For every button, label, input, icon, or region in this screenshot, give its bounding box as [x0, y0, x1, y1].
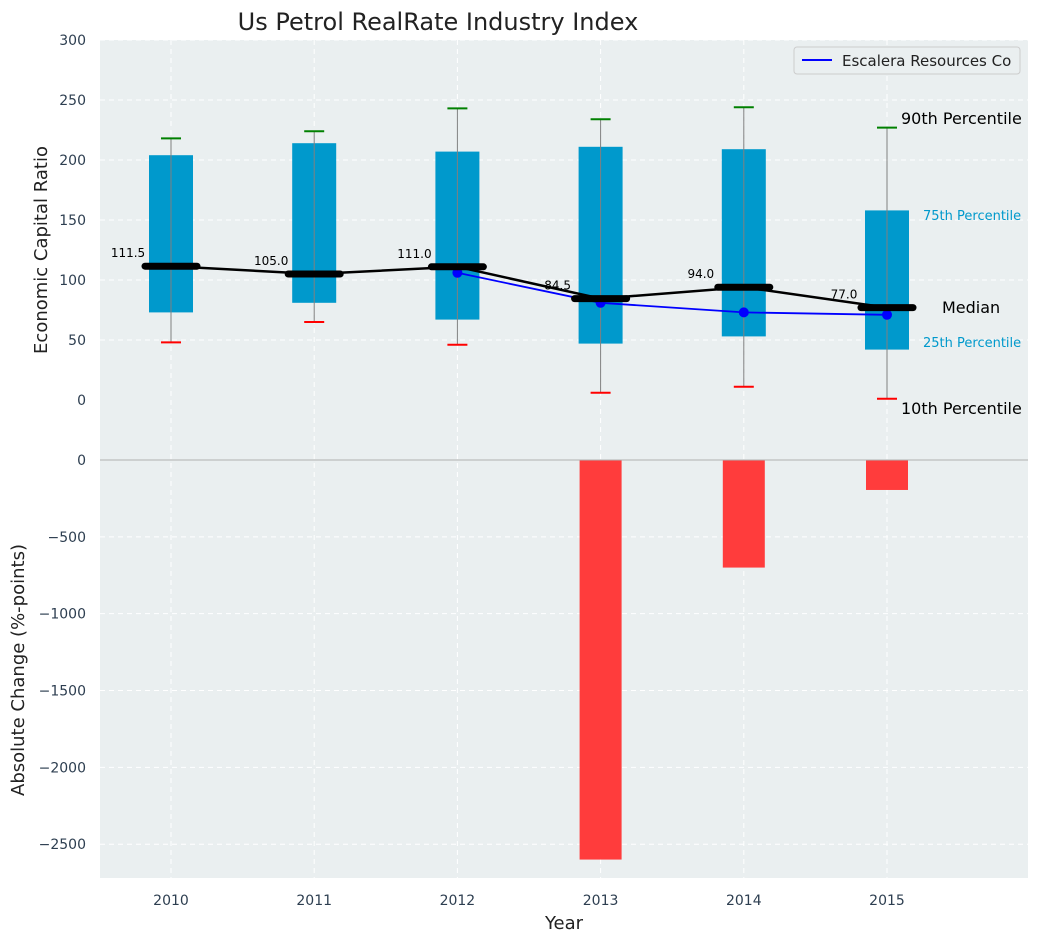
- x-tick-label: 2014: [726, 893, 762, 909]
- company-point: [882, 309, 892, 320]
- legend-box: [793, 46, 1021, 75]
- bottom-y-tick-label: −1000: [39, 607, 86, 623]
- legend: Escalera Resources Co: [793, 46, 1021, 75]
- bottom-y-tick-label: −2500: [39, 837, 86, 853]
- top-y-tick-label: 0: [77, 393, 86, 409]
- top-y-tick-label: 100: [59, 273, 86, 289]
- bottom-plot-area: [100, 460, 1028, 878]
- x-tick-label: 2011: [296, 893, 332, 909]
- top-y-tick-label: 250: [59, 93, 86, 109]
- legend-label: Escalera Resources Co: [842, 52, 1011, 70]
- change-bar: [722, 460, 765, 568]
- x-tick-label: 2010: [153, 893, 189, 909]
- change-bar: [579, 460, 622, 860]
- bottom-y-tick-label: −2000: [39, 760, 86, 776]
- series-lines: [141, 262, 917, 320]
- data-labels: 111.5 105.0 111.0 84.5 94.0 77.0: [111, 246, 858, 301]
- annotation-75th: 75th Percentile: [923, 209, 1021, 224]
- top-y-axis-label: Economic Capital Ratio: [31, 146, 52, 354]
- chart-title: Us Petrol RealRate Industry Index: [238, 8, 639, 36]
- annotation-10th: 10th Percentile: [901, 399, 1022, 418]
- annotation-median: Median: [942, 298, 1000, 317]
- x-tick-label: 2015: [869, 893, 905, 909]
- annotation-90th: 90th Percentile: [901, 109, 1022, 128]
- change-bars: [579, 460, 908, 860]
- bottom-y-tick-label: −500: [48, 530, 86, 546]
- company-point: [738, 307, 749, 318]
- company-series-line: [457, 271, 888, 316]
- median-value-label: 111.5: [111, 246, 145, 260]
- median-value-label: 105.0: [254, 254, 288, 268]
- annotation-25th: 25th Percentile: [923, 336, 1021, 351]
- top-y-tick-label: 50: [68, 333, 86, 349]
- median-value-label: 84.5: [544, 279, 571, 293]
- median-value-label: 94.0: [687, 267, 714, 281]
- top-y-tick-label: 150: [59, 213, 86, 229]
- x-tick-label: 2013: [583, 893, 619, 909]
- top-y-tick-label: 200: [59, 153, 86, 169]
- x-axis-label: Year: [544, 913, 584, 934]
- change-bar: [866, 460, 908, 490]
- median-value-label: 111.0: [397, 247, 431, 261]
- x-tick-label: 2012: [440, 893, 476, 909]
- top-y-tick-label: 300: [59, 33, 86, 49]
- bottom-y-tick-label: 0: [77, 453, 86, 469]
- bottom-y-axis-label: Absolute Change (%-points): [8, 544, 29, 796]
- median-value-label: 77.0: [831, 288, 858, 302]
- axis-ticks: 0 50 100 150 200 250 300 −2500 −2000 −1500 −1000 −5…: [39, 33, 905, 909]
- bottom-y-tick-label: −1500: [39, 684, 86, 700]
